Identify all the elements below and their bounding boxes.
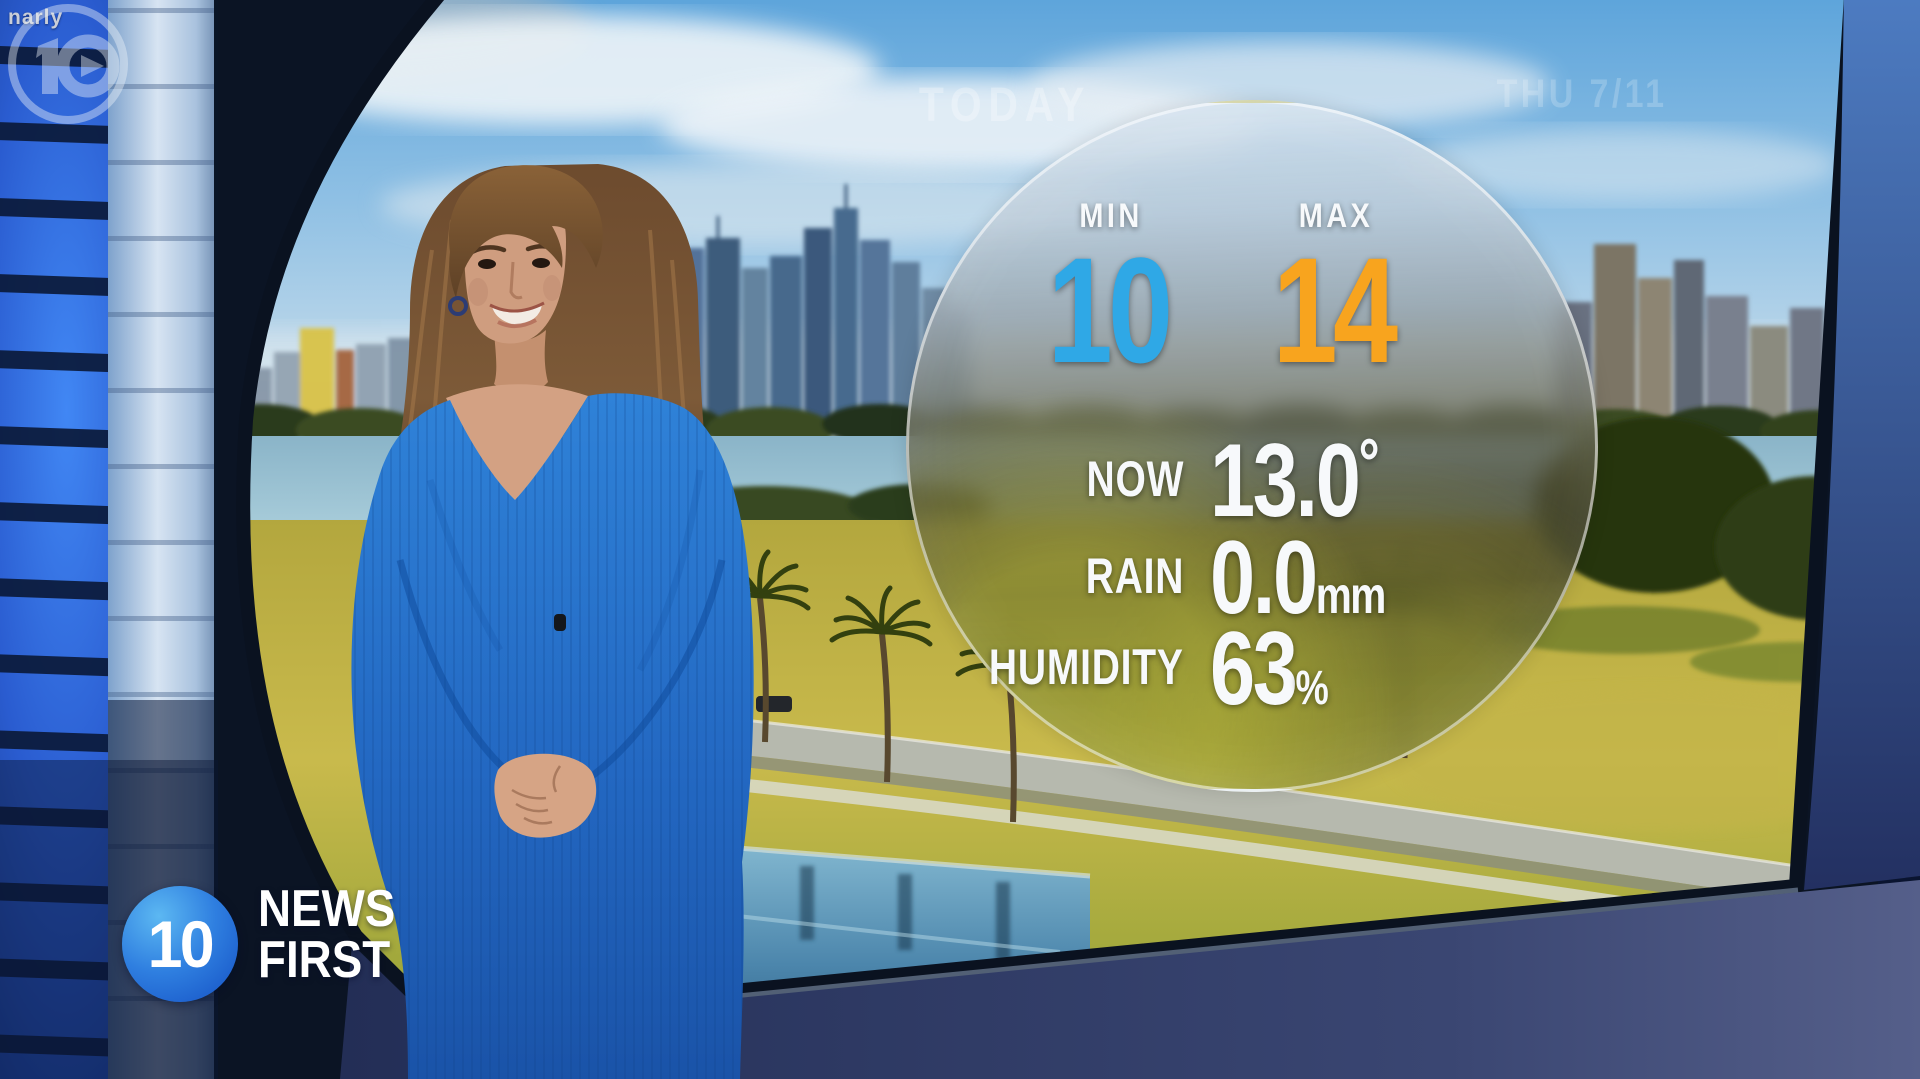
max-label: MAX [1298, 197, 1374, 235]
presenter-hands [494, 753, 597, 838]
presenter-neck [494, 330, 548, 395]
now-temperature: 13.0° [1210, 429, 1380, 533]
rain-value: 0.0 [1210, 520, 1318, 636]
mm-unit: mm [1315, 567, 1387, 625]
now-label: NOW [1086, 451, 1184, 507]
humidity-value: 63 [1210, 611, 1298, 727]
presenter-chest [446, 384, 588, 500]
percent-unit: % [1295, 662, 1329, 715]
studio-right-wall [1804, 0, 1920, 890]
presenter [351, 164, 754, 1079]
ten-logo-circle: 10 [122, 886, 238, 1002]
dress-folds [396, 469, 726, 785]
now-value: 13.0 [1210, 423, 1361, 539]
channel-bug: 10 NEWS FIRST [110, 878, 440, 1018]
presenter-fringe [449, 165, 603, 298]
max-temperature: 14 [1272, 226, 1398, 394]
min-temperature: 10 [1047, 226, 1173, 394]
min-label: MIN [1079, 197, 1143, 235]
network-ten-watermark-icon [8, 4, 128, 124]
news-first-wordmark: NEWS FIRST [258, 880, 396, 989]
humidity-amount: 63% [1210, 617, 1329, 721]
presenter-earring [448, 296, 468, 316]
lapel-microphone [554, 614, 566, 631]
presenter-eyes [478, 258, 550, 269]
rain-amount: 0.0mm [1210, 526, 1387, 630]
humidity-label: HUMIDITY [989, 639, 1184, 695]
news-word: NEWS [258, 880, 396, 938]
screen-bezel-edge [236, 0, 1858, 1028]
day-watermark: THU 7/11 [1496, 72, 1668, 116]
today-watermark: TODAY [918, 79, 1092, 132]
corner-watermark: narly [8, 6, 64, 29]
ten-logo-number: 10 [147, 907, 215, 981]
degree-unit: ° [1358, 425, 1380, 501]
rain-label: RAIN [1085, 548, 1184, 604]
weather-panel: MIN MAX 10 14 NOW 13.0° RAIN 0.0mm HUMID… [906, 100, 1598, 792]
first-word: FIRST [258, 930, 391, 989]
